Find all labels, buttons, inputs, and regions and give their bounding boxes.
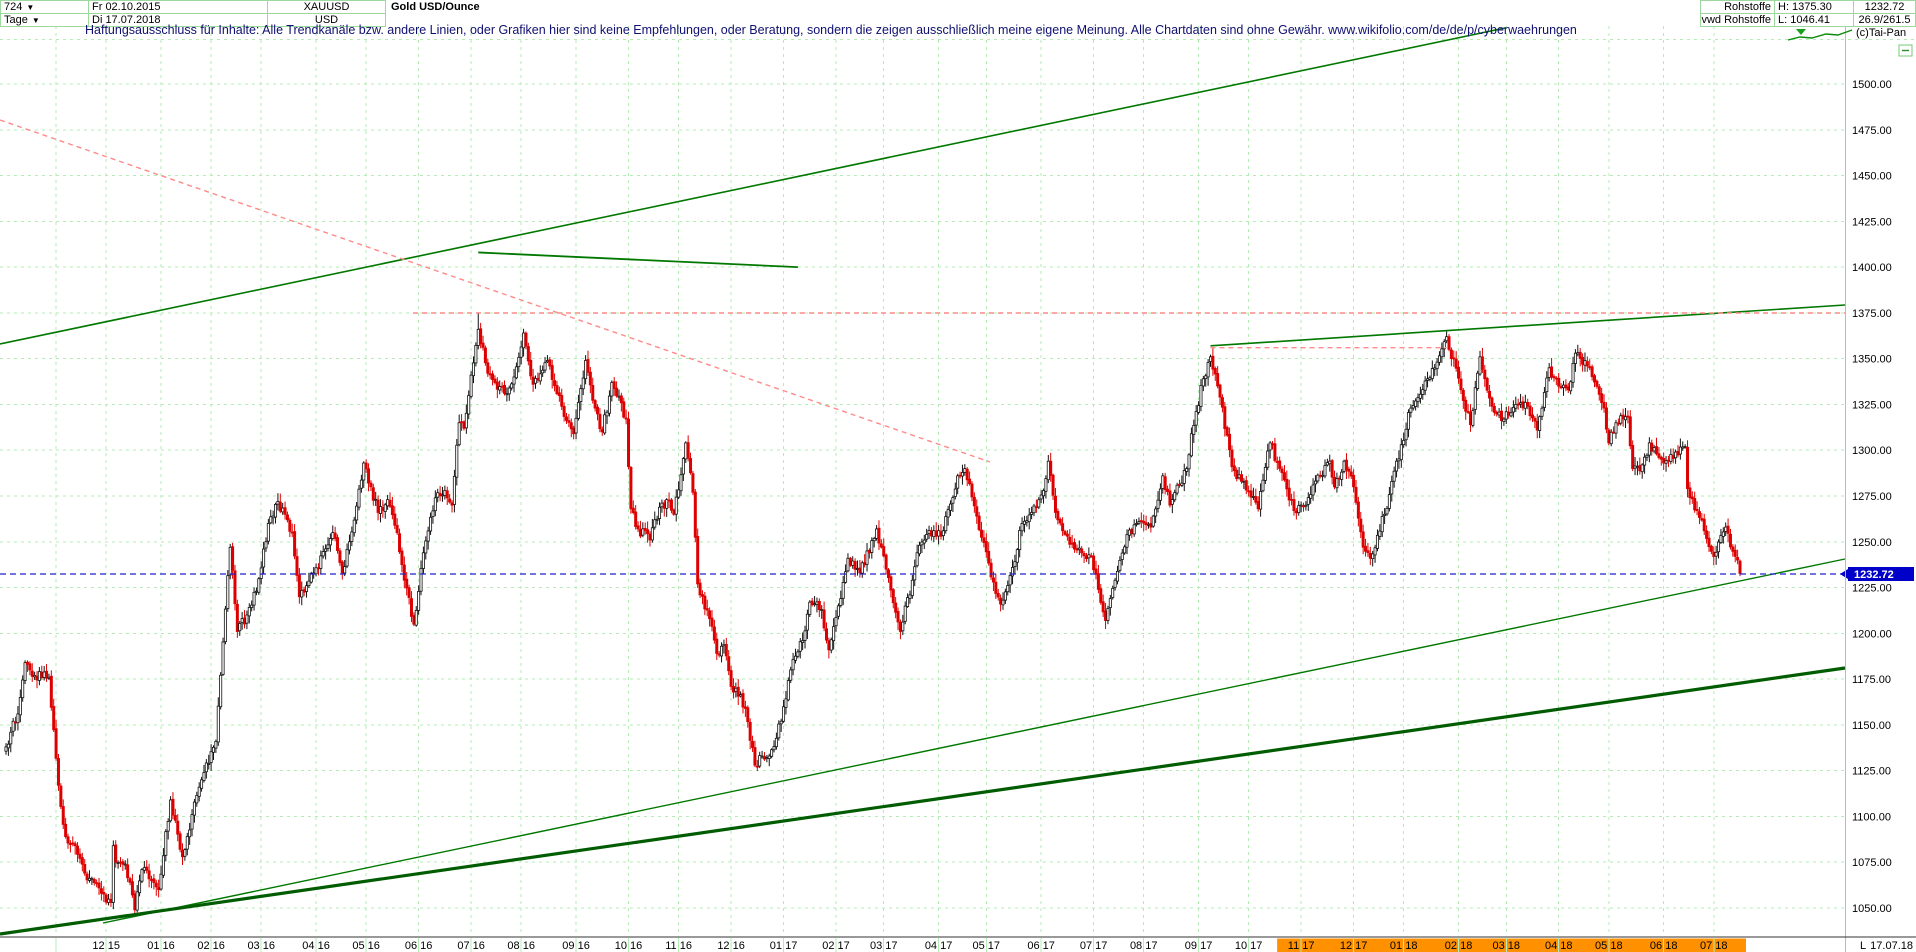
y-tick-label: 1475.00 xyxy=(1852,125,1892,137)
x-month-label: 02 17 xyxy=(822,940,850,952)
x-month-label: 09 17 xyxy=(1185,940,1213,952)
x-month-label: 07 17 xyxy=(1080,940,1108,952)
category-cell: Rohstoffe xyxy=(1700,0,1775,14)
trendline-rising-resistance-sep17[interactable] xyxy=(1210,304,1846,347)
x-month-label: 12 16 xyxy=(717,940,745,952)
x-month-label: 12 15 xyxy=(92,940,120,952)
x-month-label: 05 18 xyxy=(1595,940,1623,952)
y-tick-label: 1450.00 xyxy=(1852,171,1892,183)
y-tick-label: 1050.00 xyxy=(1852,903,1892,915)
source-cell: vwd Rohstoffe xyxy=(1700,13,1775,27)
x-month-label: 10 17 xyxy=(1235,940,1263,952)
x-month-label: 10 16 xyxy=(615,940,643,952)
y-tick-label: 1500.00 xyxy=(1852,79,1892,91)
trendline-descending-pink[interactable] xyxy=(0,119,991,463)
x-month-label: 01 18 xyxy=(1390,940,1418,952)
y-tick-label: 1125.00 xyxy=(1852,766,1891,778)
x-month-label: 01 17 xyxy=(770,940,798,952)
chevron-down-icon: ▼ xyxy=(31,15,40,25)
y-tick-label: 1300.00 xyxy=(1852,445,1892,457)
x-month-label: 12 17 xyxy=(1340,940,1368,952)
x-month-label: 07 18 xyxy=(1700,940,1728,952)
y-tick-label: 1350.00 xyxy=(1852,354,1892,366)
x-month-label: 06 18 xyxy=(1650,940,1678,952)
copyright-label: (c)Tai-Pan xyxy=(1856,27,1907,39)
y-tick-label: 1200.00 xyxy=(1852,628,1892,640)
trendline-fan-support-thin[interactable] xyxy=(102,558,1846,924)
symbol-cell: XAUUSD xyxy=(267,0,386,14)
x-month-label: 08 17 xyxy=(1130,940,1158,952)
y-tick-label: 1275.00 xyxy=(1852,491,1892,503)
last-price-marker-text: 1232.72 xyxy=(1854,569,1894,581)
x-month-label: 03 18 xyxy=(1492,940,1520,952)
y-tick-label: 1375.00 xyxy=(1852,308,1892,320)
x-month-label: 07 16 xyxy=(457,940,485,952)
period-low-cell: L: 1046.41 xyxy=(1774,13,1854,27)
trendline-long-rising-channel-line[interactable] xyxy=(0,27,1506,345)
start-date-cell: Fr 02.10.2015 xyxy=(88,0,268,14)
period-value: Tage xyxy=(4,14,28,26)
x-month-label: 05 17 xyxy=(973,940,1001,952)
x-month-label: 04 18 xyxy=(1545,940,1573,952)
y-tick-label: 1250.00 xyxy=(1852,537,1892,549)
x-month-label: 04 16 xyxy=(302,940,330,952)
x-month-label: 06 17 xyxy=(1027,940,1055,952)
x-month-label: 01 16 xyxy=(147,940,175,952)
x-month-label: 02 18 xyxy=(1445,940,1473,952)
bars-count-value: 724 xyxy=(4,1,23,13)
chevron-down-icon: ▼ xyxy=(26,2,35,12)
x-month-label: 11 16 xyxy=(665,940,692,952)
x-month-label: 09 16 xyxy=(562,940,590,952)
currency-cell: USD xyxy=(267,13,386,27)
x-month-label: 06 16 xyxy=(405,940,433,952)
y-tick-label: 1400.00 xyxy=(1852,262,1892,274)
y-tick-label: 1225.00 xyxy=(1852,583,1892,595)
session-date: 17.07.18 xyxy=(1870,940,1913,952)
x-month-label: 05 16 xyxy=(352,940,380,952)
mini-trend-icon xyxy=(1787,29,1853,41)
highlighted-period-band xyxy=(1277,938,1746,952)
y-tick-label: 1425.00 xyxy=(1852,216,1892,228)
end-date-cell: Di 17.07.2018 xyxy=(88,13,268,27)
y-tick-label: 1075.00 xyxy=(1852,857,1892,869)
x-month-label: 11 17 xyxy=(1288,940,1315,952)
x-month-label: 04 17 xyxy=(925,940,953,952)
trendline-resistance-over-2016-tops[interactable] xyxy=(478,251,798,269)
y-tick-label: 1325.00 xyxy=(1852,399,1892,411)
period-dropdown[interactable]: Tage ▼ xyxy=(0,13,89,27)
session-flag: L xyxy=(1860,940,1866,952)
x-month-label: 03 17 xyxy=(870,940,898,952)
x-month-label: 02 16 xyxy=(197,940,225,952)
bars-count-dropdown[interactable]: 724 ▼ xyxy=(0,0,89,14)
y-tick-label: 1100.00 xyxy=(1852,811,1891,823)
last-price-cell: 1232.72 xyxy=(1853,0,1916,14)
last-price-marker xyxy=(1848,567,1914,581)
y-tick-label: 1150.00 xyxy=(1852,720,1891,732)
y-tick-label: 1175.00 xyxy=(1852,674,1891,686)
change-cell: 26.9/261.5 xyxy=(1853,13,1916,27)
candles-layer xyxy=(4,312,1742,915)
x-month-label: 03 16 xyxy=(247,940,275,952)
instrument-name: Gold USD/Ounce xyxy=(388,0,608,14)
period-high-cell: H: 1375.30 xyxy=(1774,0,1854,14)
trendline-fan-support-thick[interactable] xyxy=(0,666,1846,936)
x-month-label: 08 16 xyxy=(507,940,535,952)
